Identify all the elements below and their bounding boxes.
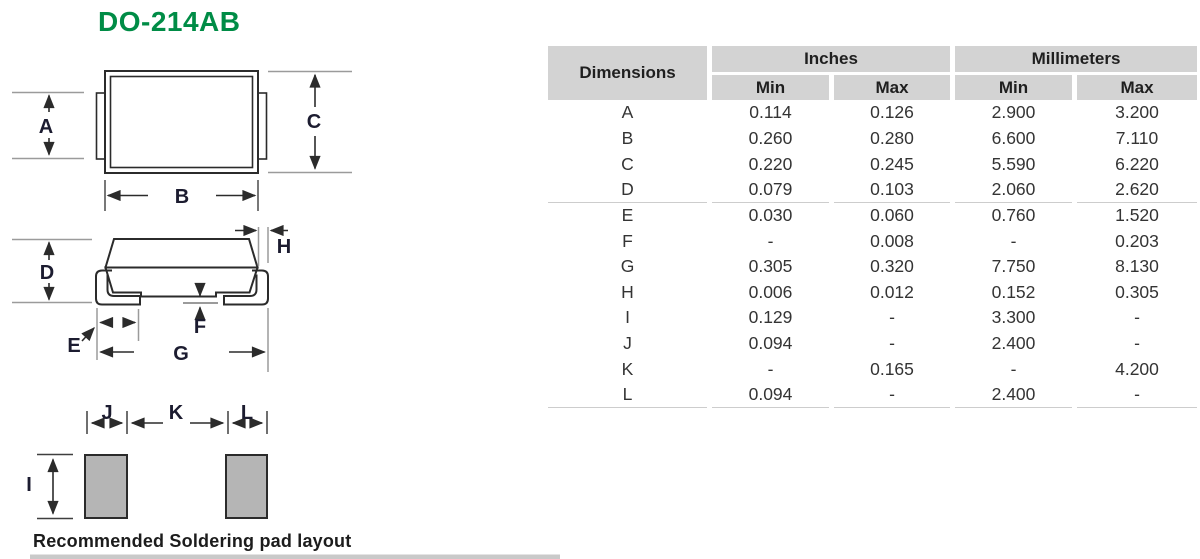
dim-label-i: I: [26, 474, 32, 496]
table-cell: -: [1010, 358, 1017, 379]
table-cell: 0.103: [834, 177, 950, 203]
table-cell: 4.200: [1115, 358, 1159, 379]
dim-label-b: B: [175, 186, 189, 208]
side-body-top: [104, 238, 259, 269]
dim-label-l: L: [241, 402, 253, 424]
table-cell: 0.030: [748, 204, 793, 225]
row-label: I: [625, 307, 630, 328]
table-cell: 0.006: [748, 281, 793, 302]
table-cell: -: [834, 382, 950, 408]
table-cell: 8.130: [1115, 256, 1159, 277]
dim-label-e: E: [67, 335, 80, 357]
cropped-content-strip: [30, 554, 560, 559]
header-mm-max: Max: [1077, 75, 1197, 100]
table-cell: -: [767, 358, 774, 379]
table-cell: 0.203: [1115, 230, 1159, 251]
table-cell: -: [1010, 230, 1017, 251]
table-cell: 2.620: [1077, 177, 1197, 203]
dimensions-table-header: Dimensions Inches Millimeters Min Max Mi…: [548, 46, 1198, 100]
header-inches-min: Min: [712, 75, 829, 100]
table-cell: 2.900: [991, 102, 1036, 123]
row-label: L: [548, 382, 707, 408]
package-drawings: A C B D: [12, 70, 560, 559]
row-label: B: [621, 127, 634, 148]
table-cell: 0.008: [870, 230, 914, 251]
table-cell: -: [767, 230, 774, 251]
table-cell: -: [889, 307, 895, 328]
row-label: F: [622, 230, 633, 251]
table-cell: 1.520: [1115, 204, 1159, 225]
table-cell: -: [1077, 382, 1197, 408]
table-cell: 0.165: [870, 358, 914, 379]
row-label: E: [621, 204, 634, 225]
dim-label-d: D: [40, 262, 54, 284]
table-cell: 7.750: [991, 256, 1036, 277]
table-cell: 0.126: [870, 102, 914, 123]
dim-label-h: H: [277, 236, 291, 258]
table-cell: 0.245: [870, 153, 914, 174]
table-cell: 0.280: [870, 127, 914, 148]
table-cell: 6.220: [1115, 153, 1159, 174]
row-label: G: [620, 256, 635, 277]
table-cell: 3.200: [1115, 102, 1159, 123]
page-title: DO-214AB: [98, 6, 241, 37]
package-body-outline: [104, 70, 259, 174]
table-cell: 0.260: [748, 127, 793, 148]
pad-layout-caption: Recommended Soldering pad layout: [33, 531, 352, 551]
dim-label-a: A: [39, 116, 53, 138]
table-cell: -: [889, 333, 895, 354]
right-solder-pad: [225, 454, 268, 519]
right-lead-outline: [223, 269, 269, 306]
table-cell: 0.305: [748, 256, 793, 277]
package-body-inner-outline: [109, 75, 254, 169]
row-label: A: [621, 102, 634, 123]
table-cell: 6.600: [991, 127, 1036, 148]
table-cell: 2.400: [955, 382, 1072, 408]
table-cell: 5.590: [991, 153, 1036, 174]
table-cell: 0.012: [870, 281, 914, 302]
table-cell: 0.094: [748, 333, 793, 354]
header-dimensions: Dimensions: [548, 46, 707, 100]
table-cell: 0.220: [748, 153, 793, 174]
row-label: J: [623, 333, 632, 354]
dim-label-f: F: [194, 316, 206, 338]
header-inches-max: Max: [834, 75, 950, 100]
side-view-diagram: D H F E G: [12, 224, 291, 372]
table-cell: 0.152: [991, 281, 1036, 302]
header-inches: Inches: [712, 46, 950, 72]
left-lead-outline: [95, 269, 141, 306]
dimensions-table: Dimensions Inches Millimeters Min Max Mi…: [548, 46, 1198, 408]
table-cell: 0.094: [712, 382, 829, 408]
row-label: C: [621, 153, 634, 174]
table-cell: 0.760: [991, 204, 1036, 225]
top-view-diagram: A C B: [12, 70, 352, 211]
table-cell: -: [1134, 307, 1140, 328]
table-cell: 0.060: [870, 204, 914, 225]
side-body-bottom: [104, 266, 259, 298]
table-cell: 7.110: [1115, 127, 1159, 148]
table-cell: 3.300: [991, 307, 1036, 328]
table-cell: 0.079: [712, 177, 829, 203]
left-solder-pad: [84, 454, 128, 519]
table-cell: 0.114: [749, 102, 792, 123]
dim-label-c: C: [307, 111, 321, 133]
row-label: H: [621, 281, 634, 302]
row-label: K: [621, 358, 634, 379]
pad-layout-diagram: J K L I: [26, 402, 560, 559]
header-mm-min: Min: [955, 75, 1072, 100]
header-millimeters: Millimeters: [955, 46, 1197, 72]
table-cell: -: [1134, 333, 1140, 354]
table-cell: 2.060: [955, 177, 1072, 203]
dim-label-k: K: [169, 402, 184, 424]
dimensions-table-body: A 0.114 0.126 2.900 3.200 B 0.260 0.280 …: [548, 100, 1198, 408]
table-cell: 0.320: [870, 256, 914, 277]
table-cell: 0.129: [748, 307, 793, 328]
row-label: D: [548, 177, 707, 203]
table-cell: 2.400: [991, 333, 1036, 354]
dim-label-j: J: [101, 402, 112, 424]
dim-label-g: G: [173, 343, 189, 365]
table-cell: 0.305: [1115, 281, 1159, 302]
